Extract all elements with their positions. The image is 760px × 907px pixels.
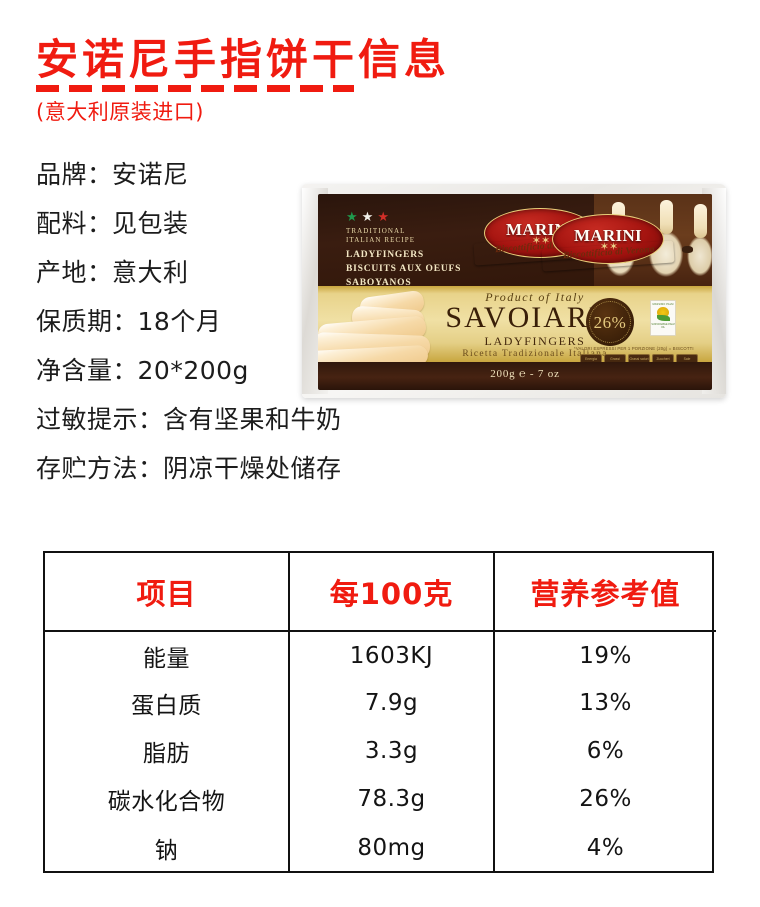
title-dashed-divider xyxy=(36,85,354,93)
table-row: 碳水化合物 78.3g 26% xyxy=(45,775,716,823)
info-separator: ： xyxy=(138,405,164,434)
package-net-weight: 200g ℮ - 7 oz xyxy=(490,368,560,380)
info-label: 保质期 xyxy=(36,307,113,336)
sustainable-palm-oil-logo: MASSIMO PALM SUSTAINABLE PALM OIL xyxy=(650,300,676,336)
nutrition-nrv-cell: 4% xyxy=(586,834,625,861)
marini-logo-2: ✶✶ MARINI Biscottificio di Verona xyxy=(552,214,664,270)
star-green-icon: ★ xyxy=(346,209,362,224)
nutrition-table-body: 能量 1603KJ 19% 蛋白质 7.9g 13% 脂肪 3.3g 6% 碳水化合物 78.3g 2… xyxy=(45,631,716,871)
info-separator: ： xyxy=(87,209,113,238)
package-product-subtitle: LADYFINGERS xyxy=(484,334,586,348)
nutrition-nrv-cell: 6% xyxy=(586,738,625,764)
flower-icon xyxy=(657,307,669,318)
nutrition-nrv-cell: 26% xyxy=(579,786,632,812)
package-nutrition-box-label: Sale xyxy=(683,356,691,361)
info-value: 意大利 xyxy=(112,258,189,287)
info-label: 存贮方法 xyxy=(36,454,139,483)
info-separator: ： xyxy=(112,307,138,336)
leaf-icon xyxy=(656,315,670,321)
nutrition-nrv-cell: 19% xyxy=(579,642,632,669)
package-printed-body: ★★★ Traditional Italian Recipe Ladyfinge… xyxy=(318,194,712,390)
info-row: 产地：意大利 xyxy=(36,260,466,285)
info-label: 品牌 xyxy=(36,160,88,189)
package-recipe-line: Ricetta Tradizionale Italiana xyxy=(462,349,608,359)
package-wrapper: ★★★ Traditional Italian Recipe Ladyfinge… xyxy=(288,178,736,402)
percent-badge: 26% xyxy=(586,298,634,346)
info-separator: ： xyxy=(87,258,113,287)
badge-dotted-ring xyxy=(589,301,631,343)
package-nutrition-box-label: Grassi xyxy=(610,356,620,361)
info-row: 品牌：安诺尼 xyxy=(36,162,466,187)
info-label: 产地 xyxy=(36,258,88,287)
ladyfinger-stick-icon xyxy=(660,200,673,234)
table-row: 钠 80mg 4% xyxy=(45,823,716,871)
table-column-header: 项目 xyxy=(45,553,290,632)
info-row: 保质期：18个月 xyxy=(36,309,466,334)
info-value: 含有坚果和牛奶 xyxy=(163,405,342,434)
nutrition-facts-table: 项目 每100克 营养参考值 能量 1603KJ 19% 蛋白质 7.9g 13% 脂肪 3.3g… xyxy=(43,551,716,873)
info-row: 过敏提示：含有坚果和牛奶 xyxy=(36,407,466,432)
product-info-list: 品牌：安诺尼 配料：见包装 产地：意大利 保质期：18个月 净含量：20*200g 过敏提… xyxy=(36,162,466,505)
package-nutrition-box-label: Energia xyxy=(585,356,597,361)
package-nutrition-box-label: Grassi saturi xyxy=(629,356,649,361)
star-red-icon: ★ xyxy=(377,209,393,224)
nutrition-table-element: 项目 每100克 营养参考值 能量 1603KJ 19% 蛋白质 7.9g 13% 脂肪 3.3g… xyxy=(45,553,716,871)
info-row: 配料：见包装 xyxy=(36,211,466,236)
nutrition-item-cell: 脂肪 xyxy=(45,727,290,775)
nutrition-table-head: 项目 每100克 营养参考值 xyxy=(45,553,716,632)
info-separator: ： xyxy=(112,356,138,385)
info-value: 18个月 xyxy=(137,307,222,336)
nutrition-item-cell: 碳水化合物 xyxy=(45,775,290,823)
nutrition-per100g-cell: 78.3g xyxy=(289,775,495,823)
package-nutrition-box-label: Zuccheri xyxy=(656,356,670,361)
marini-oval-badge xyxy=(552,214,664,264)
info-row: 净含量：20*200g xyxy=(36,358,466,383)
package-bottom-brown-band xyxy=(318,362,712,390)
cocoa-crumb xyxy=(682,246,693,253)
nutrition-item-cell: 钠 xyxy=(45,823,290,871)
info-row: 存贮方法：阴凉干燥处储存 xyxy=(36,456,466,481)
nutrition-per100g-cell: 1603KJ xyxy=(289,631,495,679)
table-header-row: 项目 每100克 营养参考值 xyxy=(45,553,716,632)
nutrition-item-cell: 蛋白质 xyxy=(45,679,290,727)
table-row: 脂肪 3.3g 6% xyxy=(45,727,716,775)
package-product-of-italy: Product of Italy xyxy=(485,290,585,304)
wheat-ears-icon: ✶✶ xyxy=(531,235,551,247)
package-multilang-names: Ladyfingers Biscuits aux Oeufs Saboyanos xyxy=(346,250,462,288)
nutrition-per100g-cell: 80mg xyxy=(289,823,495,871)
info-value: 20*200g xyxy=(137,356,249,385)
info-separator: ： xyxy=(138,454,164,483)
info-separator: ： xyxy=(87,160,113,189)
info-label: 配料 xyxy=(36,209,88,238)
info-value: 见包装 xyxy=(112,209,189,238)
product-package-image: ★★★ Traditional Italian Recipe Ladyfinge… xyxy=(288,178,736,402)
ladyfinger-stick-icon xyxy=(694,204,707,238)
nutrition-per100g-cell: 3.3g xyxy=(289,727,495,775)
table-column-header: 每100克 xyxy=(289,553,495,632)
nutrition-item-cell: 能量 xyxy=(45,631,290,679)
table-row: 能量 1603KJ 19% xyxy=(45,631,716,679)
table-column-header: 营养参考值 xyxy=(494,553,716,632)
info-label: 净含量 xyxy=(36,356,113,385)
italian-flag-stars: ★★★ xyxy=(346,210,393,223)
package-traditional-recipe-text: Traditional Italian Recipe xyxy=(346,227,416,245)
star-white-icon: ★ xyxy=(361,209,378,224)
package-nutrition-note: *VALORI ESPRESSI PER 1 PORZIONE (20g) = … xyxy=(574,346,694,351)
page-subtitle: (意大利原装进口) xyxy=(36,100,204,125)
info-label: 过敏提示 xyxy=(36,405,139,434)
page-title: 安诺尼手指饼干信息 xyxy=(36,35,451,84)
nutrition-per100g-cell: 7.9g xyxy=(289,679,495,727)
info-value: 安诺尼 xyxy=(112,160,189,189)
nutrition-nrv-cell: 13% xyxy=(579,690,632,716)
info-value: 阴凉干燥处储存 xyxy=(163,454,342,483)
wheat-ears-icon: ✶✶ xyxy=(599,241,619,253)
table-row: 蛋白质 7.9g 13% xyxy=(45,679,716,727)
title-block: 安诺尼手指饼干信息 (意大利原装进口) xyxy=(36,36,736,126)
